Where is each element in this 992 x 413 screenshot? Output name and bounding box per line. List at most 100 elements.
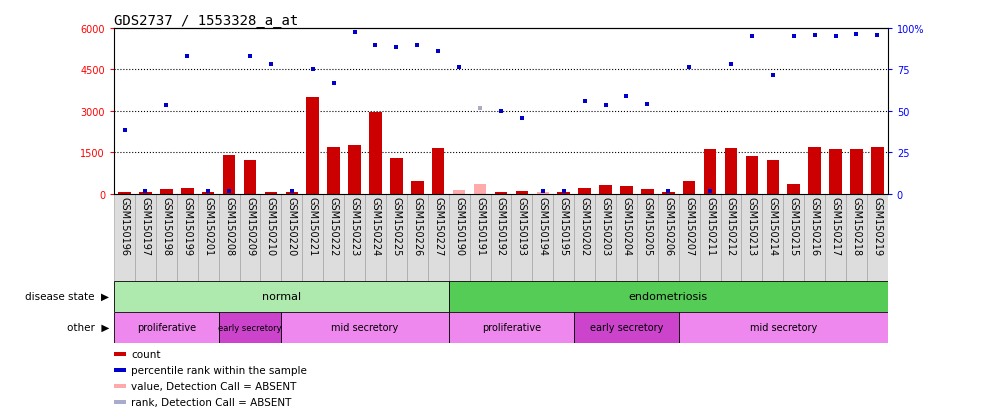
- Bar: [679, 194, 699, 281]
- Point: [410, 42, 426, 49]
- Point: [702, 188, 718, 195]
- Bar: [239, 194, 261, 281]
- Bar: [871, 147, 884, 194]
- Bar: [469, 194, 490, 281]
- Bar: [407, 194, 428, 281]
- Point: [138, 188, 154, 195]
- Bar: [390, 158, 403, 194]
- Text: GSM150222: GSM150222: [328, 197, 338, 256]
- Text: GSM150227: GSM150227: [434, 197, 443, 256]
- Bar: [829, 150, 842, 194]
- Point: [221, 188, 237, 195]
- Bar: [428, 194, 448, 281]
- Bar: [808, 147, 821, 194]
- Text: GSM150204: GSM150204: [621, 197, 632, 256]
- Text: GSM150214: GSM150214: [768, 197, 778, 256]
- Bar: [160, 189, 173, 194]
- Point: [682, 64, 697, 71]
- Bar: [135, 194, 156, 281]
- Bar: [512, 194, 533, 281]
- Bar: [763, 194, 784, 281]
- Text: GSM150203: GSM150203: [600, 197, 610, 256]
- Text: GSM150196: GSM150196: [120, 197, 130, 256]
- Point: [806, 33, 822, 39]
- Text: GSM150193: GSM150193: [517, 197, 527, 256]
- Text: GSM150213: GSM150213: [747, 197, 757, 256]
- Text: GSM150199: GSM150199: [183, 197, 192, 256]
- Text: GSM150197: GSM150197: [141, 197, 151, 256]
- Text: GSM150210: GSM150210: [266, 197, 276, 256]
- Bar: [599, 185, 612, 194]
- Bar: [327, 147, 340, 194]
- Bar: [286, 192, 299, 194]
- Text: proliferative: proliferative: [137, 322, 196, 332]
- Point: [451, 64, 467, 71]
- Bar: [369, 113, 382, 194]
- Text: percentile rank within the sample: percentile rank within the sample: [131, 365, 307, 375]
- Bar: [307, 98, 319, 194]
- Bar: [348, 146, 361, 194]
- Bar: [574, 312, 679, 343]
- Text: GSM150206: GSM150206: [664, 197, 674, 256]
- Point: [848, 31, 864, 38]
- Text: mid secretory: mid secretory: [331, 322, 399, 332]
- Bar: [662, 192, 675, 194]
- Bar: [114, 352, 126, 356]
- Text: GSM150191: GSM150191: [475, 197, 485, 256]
- Bar: [114, 312, 218, 343]
- Bar: [616, 194, 637, 281]
- Point: [305, 67, 320, 74]
- Bar: [197, 194, 218, 281]
- Bar: [703, 150, 716, 194]
- Text: GSM150194: GSM150194: [538, 197, 548, 256]
- Bar: [516, 191, 528, 194]
- Point: [346, 30, 362, 36]
- Text: GSM150217: GSM150217: [830, 197, 840, 256]
- Text: GSM150216: GSM150216: [809, 197, 819, 256]
- Text: GSM150192: GSM150192: [496, 197, 506, 256]
- Bar: [767, 161, 779, 194]
- Point: [200, 188, 216, 195]
- Text: GSM150218: GSM150218: [851, 197, 861, 256]
- Bar: [181, 188, 193, 194]
- Bar: [448, 194, 469, 281]
- Text: GSM150226: GSM150226: [413, 197, 423, 256]
- Text: GSM150205: GSM150205: [643, 197, 653, 256]
- Text: GSM150201: GSM150201: [203, 197, 213, 256]
- Point: [786, 34, 802, 40]
- Bar: [867, 194, 888, 281]
- Bar: [177, 194, 197, 281]
- Bar: [578, 189, 591, 194]
- Bar: [118, 192, 131, 194]
- Point: [869, 33, 885, 39]
- Bar: [846, 194, 867, 281]
- Bar: [554, 194, 574, 281]
- Bar: [448, 312, 574, 343]
- Point: [765, 72, 781, 79]
- Bar: [303, 194, 323, 281]
- Point: [117, 128, 133, 134]
- Text: GSM150224: GSM150224: [370, 197, 381, 256]
- Bar: [323, 194, 344, 281]
- Bar: [850, 150, 863, 194]
- Bar: [282, 312, 448, 343]
- Text: normal: normal: [262, 291, 301, 301]
- Bar: [537, 192, 549, 194]
- Bar: [202, 192, 214, 194]
- Bar: [244, 161, 256, 194]
- Text: GSM150225: GSM150225: [392, 197, 402, 256]
- Bar: [474, 185, 486, 194]
- Point: [576, 99, 592, 105]
- Text: GSM150190: GSM150190: [454, 197, 464, 256]
- Bar: [658, 194, 679, 281]
- Point: [597, 103, 613, 109]
- Bar: [156, 194, 177, 281]
- Point: [744, 34, 760, 40]
- Point: [263, 62, 279, 68]
- Bar: [574, 194, 595, 281]
- Point: [556, 188, 571, 195]
- Bar: [386, 194, 407, 281]
- Bar: [218, 194, 239, 281]
- Bar: [805, 194, 825, 281]
- Text: GSM150207: GSM150207: [684, 197, 694, 256]
